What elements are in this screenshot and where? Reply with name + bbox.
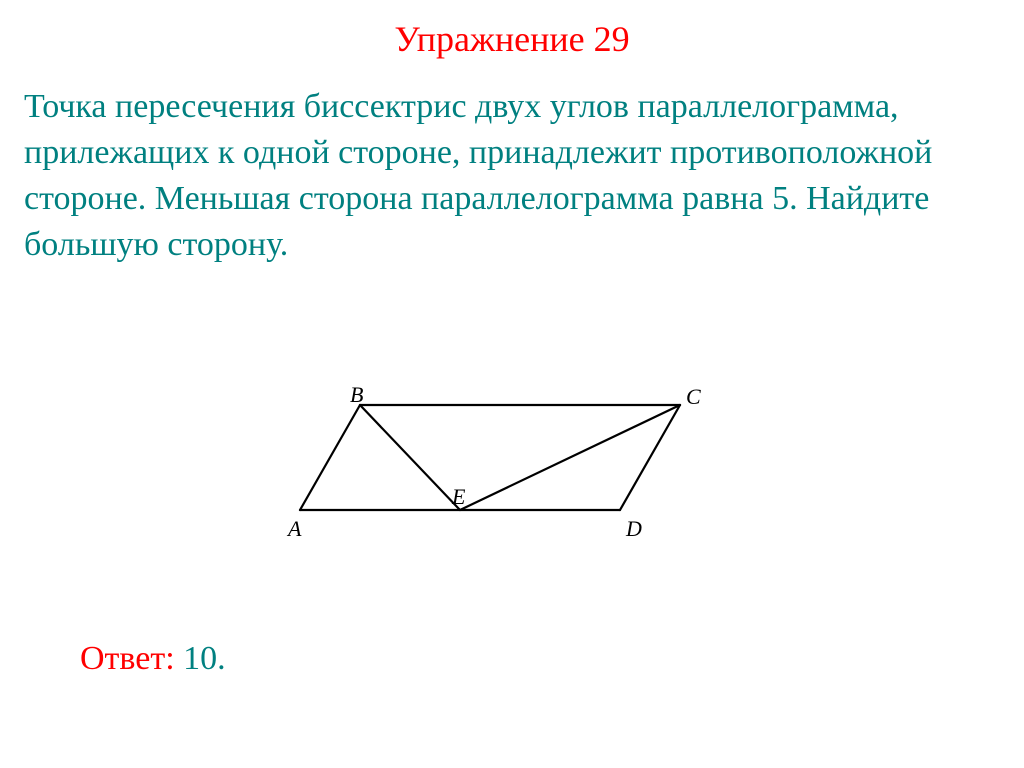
answer-line: Ответ: 10.: [80, 640, 226, 678]
vertex-label-B: B: [350, 382, 363, 408]
vertex-label-D: D: [626, 516, 642, 542]
diagram-svg: [280, 380, 720, 550]
edge-B-E: [360, 405, 460, 510]
edge-A-B: [300, 405, 360, 510]
answer-label: Ответ:: [80, 640, 175, 677]
exercise-title: Упражнение 29: [0, 18, 1024, 60]
vertex-label-E: E: [452, 484, 465, 510]
slide-page: Упражнение 29 Точка пересечения биссектр…: [0, 0, 1024, 768]
answer-value: 10.: [183, 640, 226, 677]
vertex-label-C: C: [686, 384, 701, 410]
geometry-diagram: A B C D E: [280, 380, 720, 550]
vertex-label-A: A: [288, 516, 301, 542]
edge-C-E: [460, 405, 680, 510]
problem-text: Точка пересечения биссектрис двух углов …: [24, 84, 984, 268]
edge-C-D: [620, 405, 680, 510]
